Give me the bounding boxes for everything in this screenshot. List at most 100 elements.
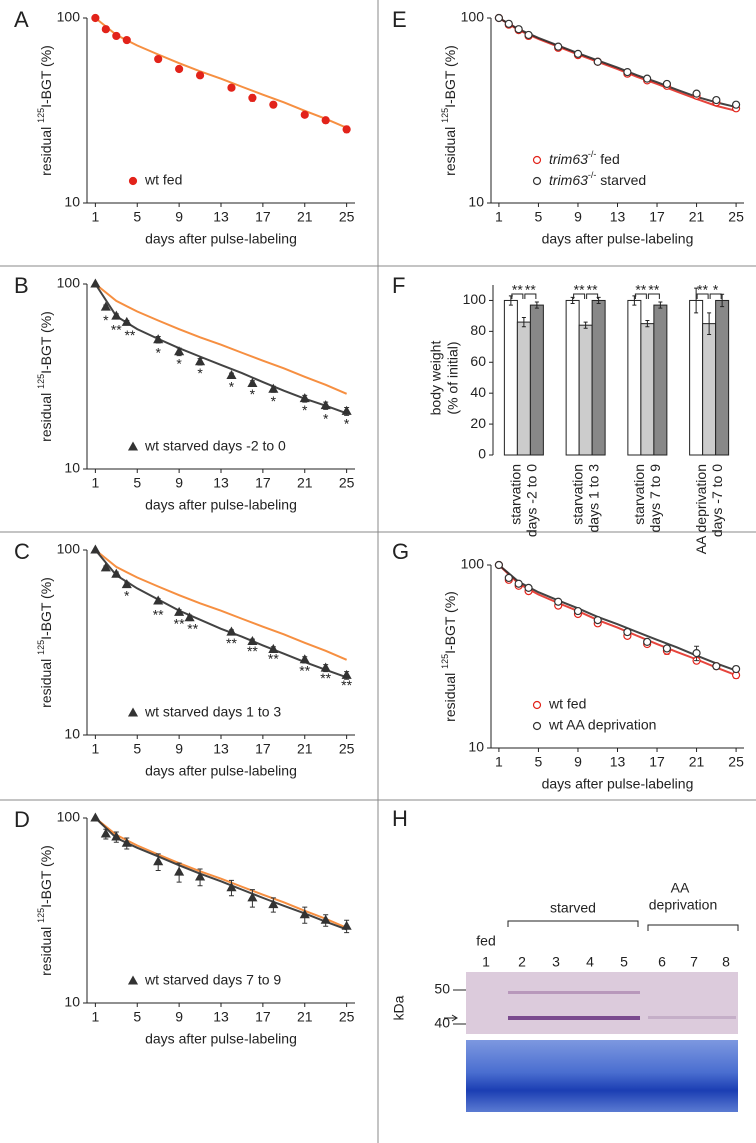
significance-bracket (573, 293, 586, 299)
significance-mark: ** (635, 282, 646, 298)
marker (121, 837, 132, 847)
bar (529, 304, 544, 456)
y-tick-label: 10 (468, 739, 484, 755)
y-axis-title: (% of initial) (445, 341, 461, 414)
x-tick-label: days 1 to 3 (585, 464, 601, 533)
y-axis-title-part: residual (38, 655, 54, 708)
marker (554, 42, 563, 51)
marker (127, 707, 139, 717)
group-bracket (647, 924, 739, 931)
fit-curve (94, 283, 348, 395)
marker (494, 560, 504, 570)
blot-band (508, 1016, 640, 1020)
y-tick-label: 100 (463, 291, 487, 307)
x-tick-label: 17 (255, 209, 271, 225)
x-tick-label: 9 (574, 754, 582, 770)
loading-control (466, 1040, 738, 1112)
significance-bracket (709, 293, 722, 299)
marker (731, 664, 741, 674)
y-axis-title-part: I-BGT (%) (442, 591, 458, 654)
marker (174, 346, 185, 356)
panel-letter: G (392, 539, 409, 564)
lane-label: 8 (722, 954, 730, 970)
x-tick-label: 1 (91, 209, 99, 225)
x-axis-title: days after pulse-labeling (542, 776, 694, 792)
y-axis-title-part: residual (442, 669, 458, 722)
y-axis-title: residual 125I-BGT (%) (36, 845, 53, 976)
marker (554, 597, 563, 606)
marker (154, 54, 163, 64)
x-tick-label: starvation (508, 464, 524, 525)
marker (494, 13, 504, 23)
panel-letter: A (14, 7, 29, 32)
y-axis-title-part: I-BGT (%) (442, 45, 458, 108)
marker (100, 562, 111, 572)
significance-mark: ** (111, 321, 122, 337)
marker (174, 606, 185, 616)
y-tick-label: 10 (64, 994, 80, 1010)
marker (300, 110, 309, 119)
y-tick-label: 10 (468, 194, 484, 210)
x-tick-label: days -2 to 0 (524, 464, 540, 537)
panel-letter: D (14, 807, 30, 832)
x-tick-label: 25 (339, 741, 355, 757)
y-axis-title-part: residual (38, 923, 54, 976)
marker (100, 301, 111, 311)
fit-curve (498, 564, 737, 672)
error-bar (707, 312, 712, 335)
significance-bracket (586, 293, 599, 299)
legend-label: wt AA deprivation (548, 717, 656, 733)
marker (248, 93, 257, 102)
y-axis-title-part: I-BGT (%) (38, 45, 54, 108)
marker (341, 405, 352, 415)
y-axis-title-part: I-BGT (%) (38, 845, 54, 908)
x-tick-label: 21 (689, 754, 705, 770)
significance-mark: ** (226, 635, 237, 651)
marker (226, 626, 237, 636)
x-tick-label: 21 (689, 209, 705, 225)
significance-mark: ** (247, 643, 258, 659)
marker (90, 278, 101, 288)
y-axis-title-part: residual (38, 123, 54, 176)
marker (299, 654, 310, 664)
panel-letter: F (392, 273, 405, 298)
error-bar (694, 287, 699, 314)
x-axis-title: days after pulse-labeling (145, 1031, 297, 1047)
significance-mark: * (323, 410, 329, 426)
y-tick-label: 80 (470, 322, 486, 338)
error-bar (645, 320, 650, 328)
y-tick-label: 100 (57, 275, 81, 291)
marker (712, 95, 721, 105)
marker (226, 370, 237, 380)
significance-mark: * (344, 416, 350, 432)
marker (712, 662, 721, 671)
significance-mark: ** (320, 670, 331, 686)
x-tick-label: 9 (175, 475, 183, 491)
marker (153, 595, 164, 605)
marker (692, 649, 701, 658)
superscript: 125 (36, 108, 46, 123)
marker (269, 100, 278, 109)
significance-mark: * (250, 386, 256, 402)
lane-label: 5 (620, 954, 628, 970)
x-tick-label: 13 (213, 1009, 229, 1025)
marker (321, 116, 330, 125)
y-axis-title: residual 125I-BGT (%) (36, 45, 53, 176)
y-tick-label: 100 (57, 541, 81, 557)
significance-mark: * (197, 365, 203, 381)
legend-entry: wt fed (128, 172, 182, 188)
legend-entry: wt fed (532, 696, 586, 712)
significance-mark: ** (124, 327, 135, 343)
significance-mark: * (176, 356, 182, 372)
x-tick-label: 25 (728, 754, 744, 770)
x-tick-label: days 7 to 9 (647, 464, 663, 533)
group-label: AA (671, 880, 690, 896)
bar (565, 299, 580, 456)
marker (227, 83, 236, 92)
x-tick-label: 9 (175, 1009, 183, 1025)
x-tick-label: 25 (728, 209, 744, 225)
x-axis-title: days after pulse-labeling (145, 763, 297, 779)
group-bracket (507, 920, 639, 927)
significance-mark: ** (512, 282, 523, 298)
x-tick-label: 13 (213, 475, 229, 491)
